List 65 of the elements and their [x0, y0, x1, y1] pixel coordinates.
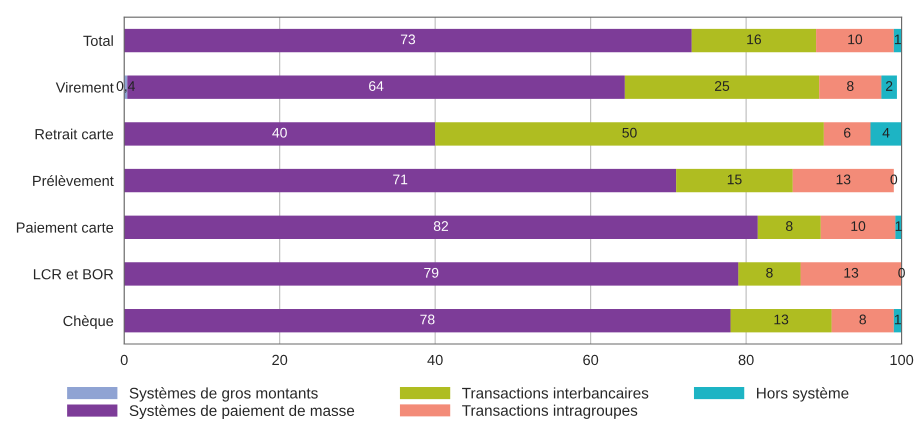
y-tick-label: Total [83, 35, 113, 46]
bar [816, 28, 894, 52]
bar [824, 122, 871, 146]
data-label: 40 [272, 128, 287, 138]
bar [881, 76, 897, 99]
data-label: 50 [622, 128, 637, 138]
y-tick-label: Prélèvement [33, 175, 114, 186]
data-label: 10 [851, 221, 866, 232]
data-label: 8 [786, 221, 793, 232]
bar [738, 262, 801, 286]
legend-label: Systèmes de paiement de masse [130, 404, 354, 420]
bar [676, 168, 793, 192]
data-label: 8 [847, 81, 854, 91]
data-label: 10 [848, 34, 862, 44]
legend-label: Hors système [757, 387, 848, 402]
bar [124, 168, 676, 192]
bar [124, 28, 692, 52]
data-label: 0 [890, 174, 898, 184]
x-tick-label: 100 [890, 354, 914, 366]
x-tick-label: 20 [272, 354, 288, 366]
bar [832, 308, 894, 332]
data-label: 6 [844, 128, 850, 138]
data-label: 13 [844, 268, 858, 278]
bar [819, 76, 882, 99]
y-tick-label: Paiement carte [16, 222, 114, 233]
bar [624, 76, 820, 99]
legend-label: Transactions interbancaires [462, 387, 648, 399]
data-label: 64 [369, 81, 384, 91]
y-tick-label: Chèque [63, 315, 114, 330]
data-label: 2 [886, 81, 892, 91]
legend-label: Systèmes de gros montants [130, 387, 318, 402]
data-label: 15 [728, 174, 742, 184]
bar [124, 308, 731, 332]
data-label: 8 [859, 314, 866, 324]
data-label: 8 [766, 268, 773, 278]
data-label: 78 [420, 314, 435, 324]
data-label: 82 [434, 221, 448, 232]
bar [124, 122, 436, 146]
bar [758, 216, 821, 239]
data-label: 16 [747, 34, 762, 44]
data-label: 79 [424, 268, 438, 278]
data-label: 73 [400, 34, 416, 44]
data-label: 0 [898, 268, 905, 278]
y-tick-label: LCR et BOR [34, 269, 114, 280]
data-label: 13 [836, 174, 850, 184]
bar [124, 262, 738, 286]
data-label: 1 [894, 314, 901, 324]
bar [435, 122, 824, 146]
data-label: 4 [882, 128, 890, 138]
y-tick-label: Virement [56, 82, 114, 93]
x-tick-label: 80 [738, 354, 754, 366]
bar [870, 122, 902, 146]
bar [124, 216, 758, 239]
data-label: 71 [393, 174, 408, 184]
x-tick-label: 0 [120, 354, 128, 366]
y-tick-label: Retrait carte [36, 128, 114, 140]
bar [730, 308, 832, 332]
x-tick-label: 40 [427, 354, 443, 366]
data-label: 1 [894, 34, 901, 44]
data-label: 25 [714, 81, 730, 91]
legend-label: Transactions intragroupes [462, 404, 638, 419]
data-label: 13 [774, 314, 788, 324]
bar [820, 216, 896, 239]
bar [692, 28, 816, 52]
x-tick-label: 60 [583, 354, 598, 366]
